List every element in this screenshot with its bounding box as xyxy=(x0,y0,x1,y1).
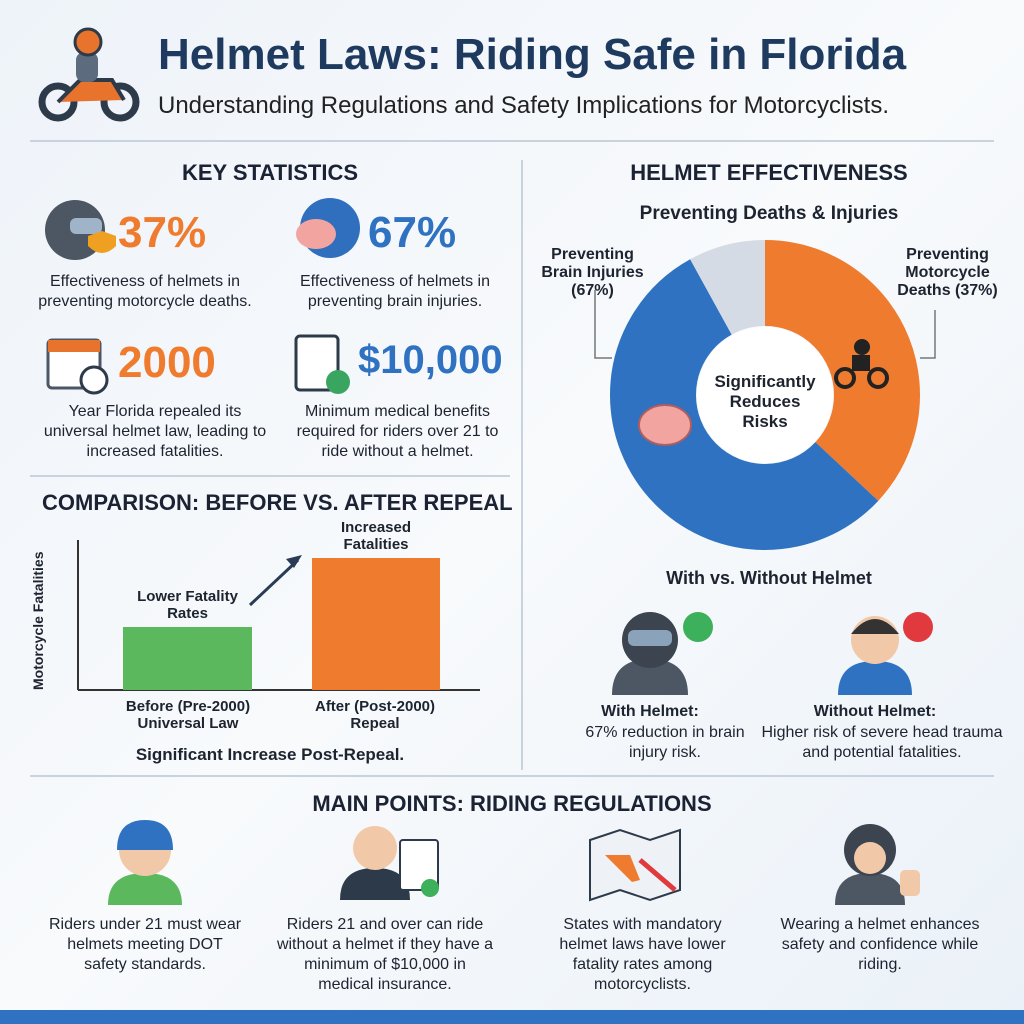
stat-value: 37% xyxy=(118,208,207,257)
donut-label: Preventing Brain Injuries (67%) xyxy=(541,246,644,299)
y-label: Motorcycle Fatalities xyxy=(30,551,46,691)
donut-center: Significantly Reduces Risks xyxy=(714,372,816,431)
point-text: Wearing a helmet enhances safety and con… xyxy=(780,916,980,973)
bar-annotation: Lower Fatality Rates xyxy=(137,588,238,622)
brain-icon xyxy=(638,404,692,446)
helmet-person xyxy=(612,612,713,695)
footer-bar xyxy=(0,1010,1024,1024)
subheading: With vs. Without Helmet xyxy=(666,568,872,588)
stat-value: 2000 xyxy=(118,338,216,387)
point-text: Riders 21 and over can ride without a he… xyxy=(276,916,494,993)
section-heading: KEY STATISTICS xyxy=(181,160,359,185)
donut-hole xyxy=(697,327,833,463)
rider-icon xyxy=(38,27,140,122)
with-title: With Helmet: xyxy=(601,703,699,720)
document-money-icon xyxy=(294,334,350,394)
young-rider-icon xyxy=(108,820,182,905)
comparison-chart xyxy=(77,540,480,691)
bare-person xyxy=(838,612,933,695)
thumbs-icon xyxy=(835,824,920,905)
divider xyxy=(30,475,510,477)
insurance-icon xyxy=(340,826,439,900)
map-icon xyxy=(589,828,681,902)
chart-caption: Significant Increase Post-Repeal. xyxy=(135,745,405,764)
leader-lines xyxy=(594,290,936,359)
brain-helmet-icon xyxy=(296,198,360,258)
donut-label: Preventing Motorcycle Deaths (37%) xyxy=(897,246,998,299)
bar-label: Before (Pre-2000) Universal Law xyxy=(125,698,251,732)
helmet-shield-icon xyxy=(45,200,116,260)
section-heading: COMPARISON: BEFORE VS. AFTER REPEAL xyxy=(42,490,513,515)
bar-label: After (Post-2000) Repeal xyxy=(314,698,436,732)
subtitle: Understanding Regulations and Safety Imp… xyxy=(158,92,890,119)
donut xyxy=(610,240,920,550)
section-heading: MAIN POINTS: RIDING REGULATIONS xyxy=(312,791,712,816)
divider xyxy=(521,160,523,770)
point-text: Riders under 21 must wear helmets meetin… xyxy=(48,916,242,973)
before-bar xyxy=(123,627,252,690)
calendar-icon xyxy=(46,338,109,395)
without-title: Without Helmet: xyxy=(813,703,937,720)
section-heading: HELMET EFFECTIVENESS xyxy=(630,160,908,185)
stat-desc: Effectiveness of helmets in preventing b… xyxy=(299,273,491,310)
stat-desc: Effectiveness of helmets in preventing m… xyxy=(38,273,252,310)
after-bar xyxy=(312,558,440,690)
stat-desc: Year Florida repealed its universal helm… xyxy=(43,403,267,460)
stat-value: 67% xyxy=(368,208,457,257)
stat-value: $10,000 xyxy=(358,338,503,382)
divider xyxy=(30,140,994,142)
with-text: 67% reduction in brain injury risk. xyxy=(585,724,745,761)
subheading: Preventing Deaths & Injuries xyxy=(639,203,899,224)
divider xyxy=(30,775,994,777)
point-text: States with mandatory helmet laws have l… xyxy=(559,916,726,993)
bar-annotation: Increased Fatalities xyxy=(340,519,412,553)
moto-icon xyxy=(834,339,889,389)
without-text: Higher risk of severe head trauma and po… xyxy=(761,724,1003,761)
stat-desc: Minimum medical benefits required for ri… xyxy=(296,403,499,460)
title: Helmet Laws: Riding Safe in Florida xyxy=(158,30,907,79)
